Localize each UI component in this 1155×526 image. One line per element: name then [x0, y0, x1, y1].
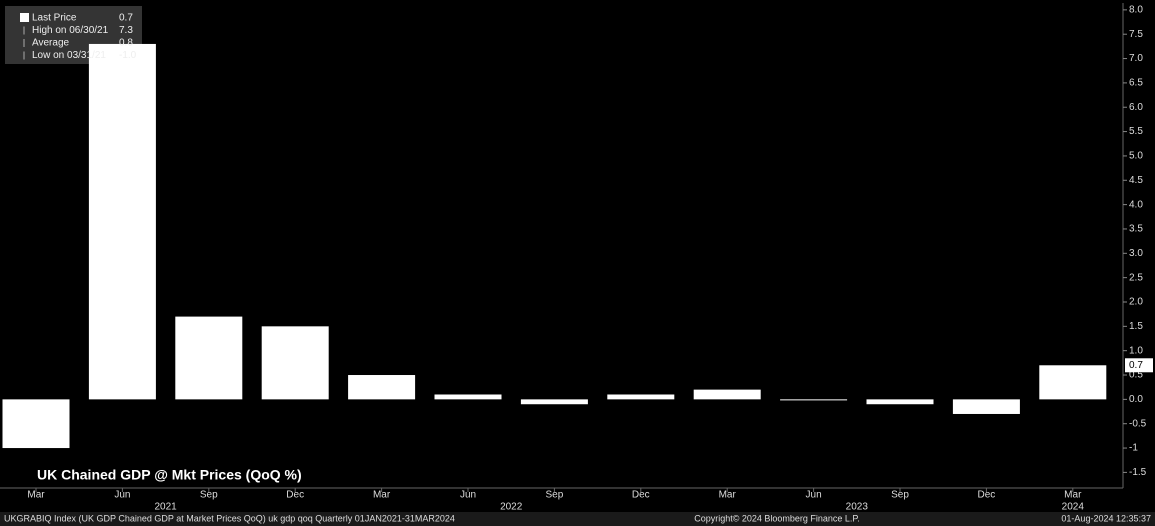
y-tick-label: 3.5: [1129, 224, 1143, 235]
x-tick-label: Mar: [1064, 490, 1082, 501]
x-tick-label: Jun: [114, 490, 130, 501]
x-year-label: 2021: [154, 502, 177, 513]
x-tick-label: Dec: [978, 490, 996, 501]
x-tick-label: Jun: [806, 490, 822, 501]
y-tick-label: 7.0: [1129, 53, 1143, 64]
bar: [2, 399, 70, 449]
y-tick-label: 8.0: [1129, 5, 1143, 16]
y-tick-label: 2.0: [1129, 297, 1143, 308]
x-tick-label: Sep: [891, 490, 909, 501]
y-tick-label: -1.5: [1129, 467, 1147, 478]
bar: [866, 399, 934, 405]
bar: [520, 399, 588, 405]
y-tick-label: -0.5: [1129, 418, 1147, 429]
bar: [693, 389, 761, 400]
footer-bar: [0, 512, 1155, 526]
y-tick-label: -1: [1129, 443, 1138, 454]
legend-value: 7.3: [119, 25, 133, 36]
y-tick-label: 7.5: [1129, 29, 1143, 40]
legend-value: -1.0: [119, 50, 137, 61]
x-year-label: 2023: [846, 502, 869, 513]
y-tick-label: 6.5: [1129, 78, 1143, 89]
y-tick-label: 0.5: [1129, 370, 1143, 381]
bar: [1039, 365, 1107, 400]
x-year-label: 2024: [1062, 502, 1085, 513]
x-tick-label: Jun: [460, 490, 476, 501]
y-tick-label: 1.0: [1129, 345, 1143, 356]
legend-value: 0.7: [119, 13, 133, 24]
legend-label: Low on 03/31/21: [32, 50, 106, 61]
y-tick-label: 3.0: [1129, 248, 1143, 259]
legend-value: 0.8: [119, 38, 133, 49]
bar: [175, 316, 243, 400]
bar: [952, 399, 1020, 414]
x-tick-label: Dec: [286, 490, 304, 501]
bar: [780, 399, 848, 401]
x-tick-label: Mar: [27, 490, 45, 501]
legend-label: High on 06/30/21: [32, 25, 109, 36]
last-price-tag: [1125, 358, 1153, 373]
y-tick-label: 5.5: [1129, 126, 1143, 137]
x-tick-label: Mar: [373, 490, 391, 501]
footer-right: 01-Aug-2024 12:35:37: [1061, 513, 1151, 523]
y-tick-label: 6.0: [1129, 102, 1143, 113]
footer-left: UKGRABIQ Index (UK GDP Chained GDP at Ma…: [4, 513, 455, 523]
y-tick-label: 2.5: [1129, 272, 1143, 283]
y-tick-label: 4.0: [1129, 199, 1143, 210]
x-tick-label: Sep: [200, 490, 218, 501]
bar: [434, 394, 502, 400]
y-tick-label: 0.0: [1129, 394, 1143, 405]
x-tick-label: Dec: [632, 490, 650, 501]
y-tick-label: 5.0: [1129, 151, 1143, 162]
legend-label: Average: [32, 38, 70, 49]
x-tick-label: Mar: [719, 490, 737, 501]
bar: [88, 43, 156, 400]
legend-swatch: [20, 13, 29, 22]
x-tick-label: Sep: [546, 490, 564, 501]
y-tick-label: 4.5: [1129, 175, 1143, 186]
y-tick-label: 1.5: [1129, 321, 1143, 332]
footer-center: Copyright© 2024 Bloomberg Finance L.P.: [694, 513, 860, 523]
chart-title: UK Chained GDP @ Mkt Prices (QoQ %): [37, 467, 302, 483]
bar: [348, 375, 416, 400]
bar: [607, 394, 675, 400]
last-price-label: 0.7: [1129, 360, 1143, 371]
legend-label: Last Price: [32, 13, 77, 24]
x-year-label: 2022: [500, 502, 523, 513]
bar: [261, 326, 329, 400]
